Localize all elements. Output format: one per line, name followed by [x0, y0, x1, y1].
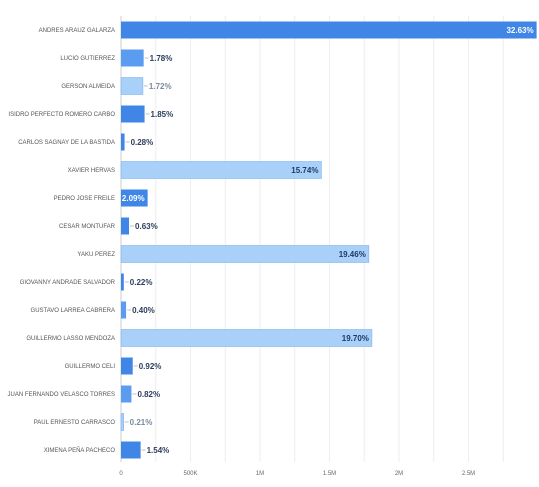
category-labels: ANDRES ARAUZ GALARZA LUCIO GUTIERREZ GERSO… — [8, 28, 116, 454]
x-tick-label: 1M — [256, 471, 264, 477]
data-label: 1.72% — [149, 82, 172, 91]
data-label: 1.78% — [150, 54, 173, 63]
data-label: 2.09% — [122, 194, 145, 203]
x-tick-label: 0 — [119, 471, 123, 477]
data-label: 19.46% — [339, 250, 366, 259]
data-label: 1.85% — [151, 110, 174, 119]
bar[interactable] — [121, 21, 537, 39]
bar[interactable] — [121, 105, 145, 123]
bar[interactable] — [120, 161, 322, 179]
bar[interactable] — [121, 385, 132, 403]
category-label: PEDRO JOSE FREILE — [54, 196, 115, 202]
bar[interactable] — [121, 441, 141, 459]
x-tick-label: 2M — [395, 471, 403, 477]
category-label: CARLOS SAGNAY DE LA BASTIDA — [18, 140, 115, 146]
data-label: 1.54% — [147, 446, 170, 455]
bar[interactable] — [120, 77, 144, 95]
category-label: XIMENA PEÑA PACHECO — [44, 447, 116, 454]
category-label: GIOVANNY ANDRADE SALVADOR — [20, 280, 116, 286]
category-label: LUCIO GUTIERREZ — [60, 56, 115, 62]
category-label: JUAN FERNANDO VELASCO TORRES — [8, 392, 115, 398]
data-label: 15.74% — [291, 166, 318, 175]
value-labels: 32.63% 1.78% 1.72% 1.85% 0.28% 15.74% 2.09% 0.6… — [122, 26, 534, 455]
data-label: 0.21% — [130, 418, 153, 427]
category-label: GUILLERMO CELI — [65, 364, 116, 370]
data-label: 19.70% — [342, 334, 369, 343]
bar[interactable] — [121, 189, 148, 207]
bars — [120, 21, 537, 459]
data-label: 32.63% — [506, 26, 533, 35]
data-label: 0.40% — [132, 306, 155, 315]
grid-lines — [120, 16, 504, 462]
x-tick-label: 1.5M — [323, 471, 336, 477]
bar[interactable] — [121, 133, 125, 151]
bar[interactable] — [121, 49, 144, 67]
bar[interactable] — [121, 301, 127, 319]
category-label: GUILLERMO LASSO MENDOZA — [26, 336, 115, 342]
category-label: ANDRES ARAUZ GALARZA — [39, 28, 115, 34]
data-label: 0.92% — [139, 362, 162, 371]
data-label: 0.22% — [130, 278, 153, 287]
category-label: ISIDRO PERFECTO ROMERO CARBO — [8, 112, 115, 118]
data-label: 0.82% — [137, 390, 160, 399]
category-label: GERSON ALMEIDA — [61, 84, 115, 90]
bar[interactable] — [121, 357, 133, 375]
category-label: XAVIER HERVAS — [68, 168, 115, 174]
bar[interactable] — [120, 329, 373, 347]
category-label: YAKU PEREZ — [77, 252, 115, 258]
data-label: 0.28% — [131, 138, 154, 147]
category-label: PAUL ERNESTO CARRASCO — [34, 420, 116, 426]
x-tick-label: 500K — [183, 471, 197, 477]
x-axis-tick-labels: 0 500K 1M 1.5M 2M 2.5M — [119, 471, 475, 477]
data-label: 0.63% — [135, 222, 158, 231]
x-tick-label: 2.5M — [462, 471, 475, 477]
category-label: GUSTAVO LARREA CABRERA — [31, 308, 115, 314]
bar[interactable] — [120, 413, 124, 431]
bar[interactable] — [120, 245, 370, 263]
bar[interactable] — [121, 217, 130, 235]
category-label: CESAR MONTUFAR — [59, 224, 116, 230]
bar[interactable] — [121, 273, 124, 291]
